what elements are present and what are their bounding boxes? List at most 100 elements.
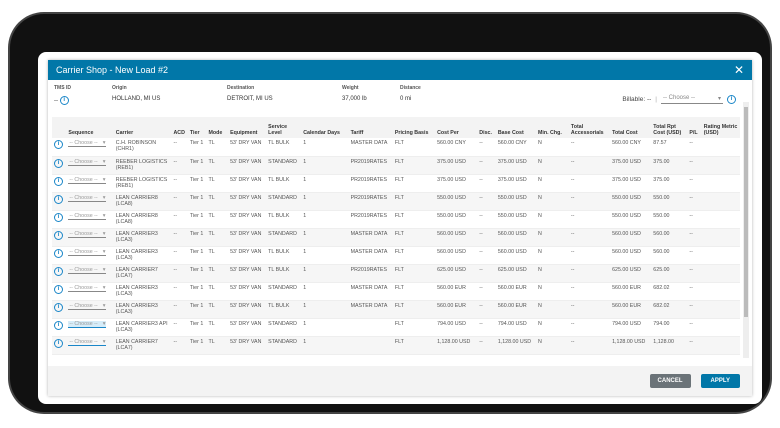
chevron-down-icon: ▾ <box>102 320 106 327</box>
sequence-select-value: -- Choose -- <box>69 230 98 237</box>
apply-button[interactable]: APPLY <box>700 374 740 388</box>
table-cell <box>701 138 740 157</box>
table-row[interactable]: i -- Choose -- ▾ LEAN CARRIER7 (LCA7) -- Tier… <box>52 336 740 355</box>
table-row[interactable]: i -- Choose -- ▾ LEAN CARRIER3 (LCA3) -- Tier… <box>52 246 740 265</box>
table-row[interactable]: i -- Choose -- ▾ REEBER LOGISTICS (REB1) -- T… <box>52 174 740 193</box>
table-cell: 53' DRY VAN <box>228 228 267 247</box>
table-cell: TL <box>206 174 229 193</box>
scrollbar[interactable] <box>743 102 749 358</box>
info-cell: i <box>52 336 67 355</box>
table-cell: -- <box>171 174 188 193</box>
table-cell: 1,128.00 USD <box>435 336 478 355</box>
table-cell: FLT <box>392 264 436 283</box>
sequence-select[interactable]: -- Choose -- ▾ <box>68 320 107 328</box>
table-cell: LEAN CARRIER8 (LCA8) <box>113 192 172 211</box>
sequence-select[interactable]: -- Choose -- ▾ <box>68 284 107 292</box>
sequence-select-value: -- Choose -- <box>69 176 98 183</box>
table-cell: N <box>535 300 569 319</box>
sequence-select-value: -- Choose -- <box>69 284 98 291</box>
table-row[interactable]: i -- Choose -- ▾ REEBER LOGISTICS (REB1) -- T… <box>52 156 740 175</box>
table-cell: -- <box>477 228 496 247</box>
sequence-select[interactable]: -- Choose -- ▾ <box>68 213 107 220</box>
table-cell: Tier 1 <box>187 300 207 319</box>
table-cell: 560.00 <box>651 228 688 247</box>
info-icon[interactable]: i <box>54 338 63 348</box>
chevron-down-icon: ▾ <box>717 96 721 102</box>
sequence-select[interactable]: -- Choose -- ▾ <box>68 266 107 274</box>
table-cell: 625.00 USD <box>435 264 478 283</box>
table-cell: 87.57 <box>651 138 688 157</box>
distance-label: Distance <box>400 85 421 91</box>
table-cell: Tier 1 <box>187 336 207 355</box>
table-cell <box>701 174 740 193</box>
column-header: Equipment <box>228 117 267 138</box>
info-icon[interactable]: i <box>727 94 736 104</box>
table-cell: Tier 1 <box>187 264 207 283</box>
info-icon[interactable]: i <box>54 140 63 149</box>
scrollbar-thumb[interactable] <box>744 107 748 317</box>
table-row[interactable]: i -- Choose -- ▾ LEAN CARRIER7 (LCA7) -- Tier… <box>52 264 740 283</box>
sequence-select[interactable]: -- Choose -- ▾ <box>68 176 107 184</box>
table-cell: -- <box>171 192 188 211</box>
info-icon[interactable]: i <box>54 248 63 258</box>
table-cell: TL BULK <box>266 210 302 229</box>
table-cell: 560.00 CNY <box>610 138 652 157</box>
table-cell <box>701 192 740 211</box>
column-header: Mode <box>206 117 229 138</box>
table-row[interactable]: i -- Choose -- ▾ LEAN CARRIER3 (LCA3) -- Tier… <box>52 300 740 319</box>
sequence-select[interactable]: -- Choose -- ▾ <box>68 249 107 256</box>
info-icon[interactable]: i <box>54 194 63 204</box>
cancel-button[interactable]: CANCEL <box>649 374 691 388</box>
info-icon[interactable]: i <box>54 212 63 222</box>
table-cell: -- <box>568 318 611 337</box>
info-cell: i <box>52 318 67 337</box>
table-cell: REEBER LOGISTICS (REB1) <box>113 174 172 193</box>
billable-select[interactable]: -- Choose -- ▾ <box>661 94 723 104</box>
table-cell: FLT <box>392 228 436 247</box>
table-row[interactable]: i -- Choose -- ▾ LEAN CARRIER3 (LCA3) -- Tier… <box>52 282 740 301</box>
table-cell: 560.00 USD <box>435 246 478 265</box>
info-icon[interactable]: i <box>54 158 63 168</box>
sequence-select[interactable]: -- Choose -- ▾ <box>68 195 107 202</box>
column-header: Tier <box>187 117 207 138</box>
info-icon[interactable]: i <box>54 230 63 240</box>
sequence-select-value: -- Choose -- <box>69 302 98 309</box>
table-row[interactable]: i -- Choose -- ▾ LEAN CARRIER3 API (LCA3) --… <box>52 318 740 337</box>
info-icon[interactable]: i <box>54 266 63 276</box>
table-cell: 53' DRY VAN <box>228 156 267 175</box>
table-cell: N <box>535 282 569 301</box>
sequence-cell: -- Choose -- ▾ <box>66 156 114 175</box>
sequence-select[interactable]: -- Choose -- ▾ <box>68 339 107 346</box>
table-cell: 560.00 USD <box>435 228 478 247</box>
table-row[interactable]: i -- Choose -- ▾ LEAN CARRIER8 (LCA8) -- Tier… <box>52 210 740 229</box>
table-row[interactable]: i -- Choose -- ▾ C.H. ROBINSON (CHR1) -- Tier… <box>52 138 740 157</box>
table-cell: -- <box>687 156 702 175</box>
table-header-row: Sequence Carrier ACD Tier Mode Equipment Servi… <box>52 117 740 138</box>
info-icon[interactable]: i <box>59 96 69 105</box>
table-cell: 375.00 <box>651 174 688 193</box>
sequence-select[interactable]: -- Choose -- ▾ <box>68 159 107 166</box>
table-cell: TL BULK <box>266 246 302 265</box>
sequence-select[interactable]: -- Choose -- ▾ <box>68 230 107 238</box>
sequence-select-value: -- Choose -- <box>69 140 98 146</box>
table-cell: 682.02 <box>651 300 688 319</box>
table-cell: 1 <box>301 300 349 319</box>
table-row[interactable]: i -- Choose -- ▾ LEAN CARRIER3 (LCA3) -- Tier… <box>52 228 740 247</box>
info-icon[interactable]: i <box>54 176 63 186</box>
modal-header: Carrier Shop - New Load #2 ✕ <box>48 60 752 80</box>
sequence-select[interactable]: -- Choose -- ▾ <box>68 302 107 310</box>
table-cell: 1 <box>301 138 349 157</box>
sequence-select[interactable]: -- Choose -- ▾ <box>68 140 107 147</box>
info-icon[interactable]: i <box>54 284 63 294</box>
sequence-cell: -- Choose -- ▾ <box>66 192 114 211</box>
table-row[interactable]: i -- Choose -- ▾ LEAN CARRIER8 (LCA8) -- Tier… <box>52 192 740 211</box>
info-icon[interactable]: i <box>54 320 63 330</box>
table-cell: -- <box>171 318 188 337</box>
table-cell <box>701 156 740 175</box>
chevron-down-icon: ▾ <box>102 266 106 273</box>
table-cell: -- <box>687 300 702 319</box>
info-icon[interactable]: i <box>54 302 63 312</box>
table-cell: 1 <box>301 174 349 193</box>
close-icon[interactable]: ✕ <box>733 63 744 77</box>
column-header <box>52 117 67 138</box>
